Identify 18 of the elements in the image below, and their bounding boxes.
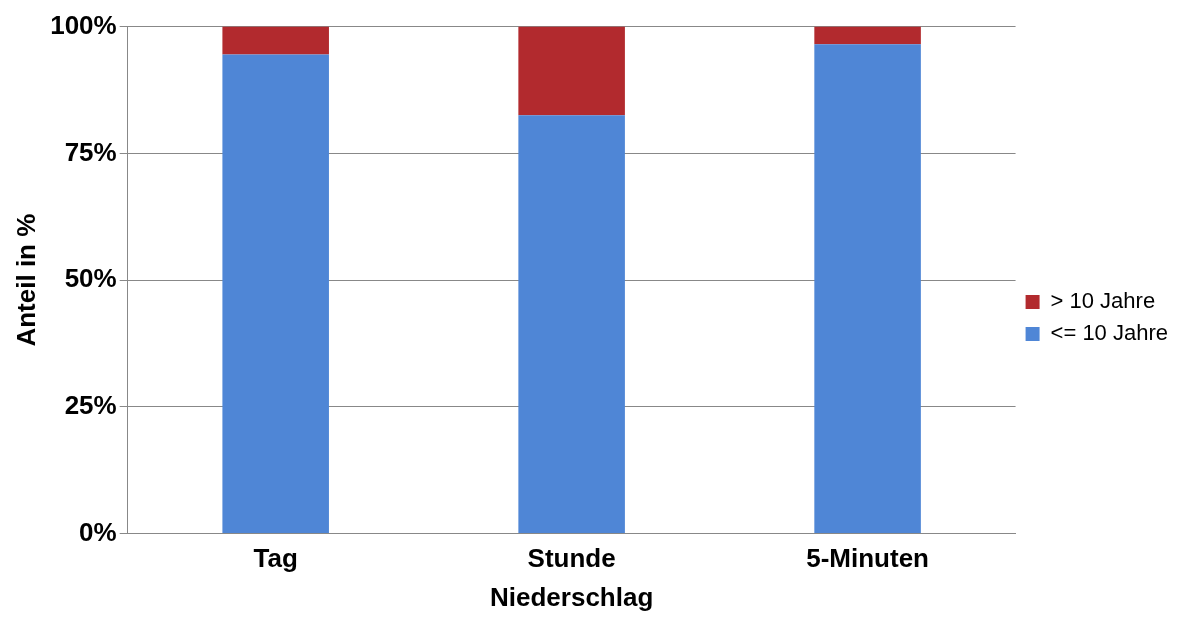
y-tick-label: 75% (64, 136, 117, 167)
y-tick-label: 0% (79, 516, 117, 547)
x-axis-title: Niederschlag (489, 581, 654, 612)
bar (814, 44, 921, 534)
y-tick-label: 50% (64, 263, 117, 294)
y-tick-label: 25% (64, 390, 117, 421)
legend-label: > 10 Jahre (1050, 288, 1156, 314)
bar (222, 54, 329, 534)
x-tick-label: 5-Minuten (806, 543, 929, 574)
x-tick-label: Tag (253, 543, 298, 574)
bar (814, 26, 921, 45)
x-tick-label: Stunde (527, 543, 616, 574)
y-axis-title: Anteil in % (10, 213, 41, 347)
bar (518, 115, 625, 534)
legend-label: <= 10 Jahre (1050, 320, 1169, 346)
bar (518, 26, 625, 116)
bar (222, 26, 329, 55)
y-tick-label: 100% (50, 9, 117, 40)
